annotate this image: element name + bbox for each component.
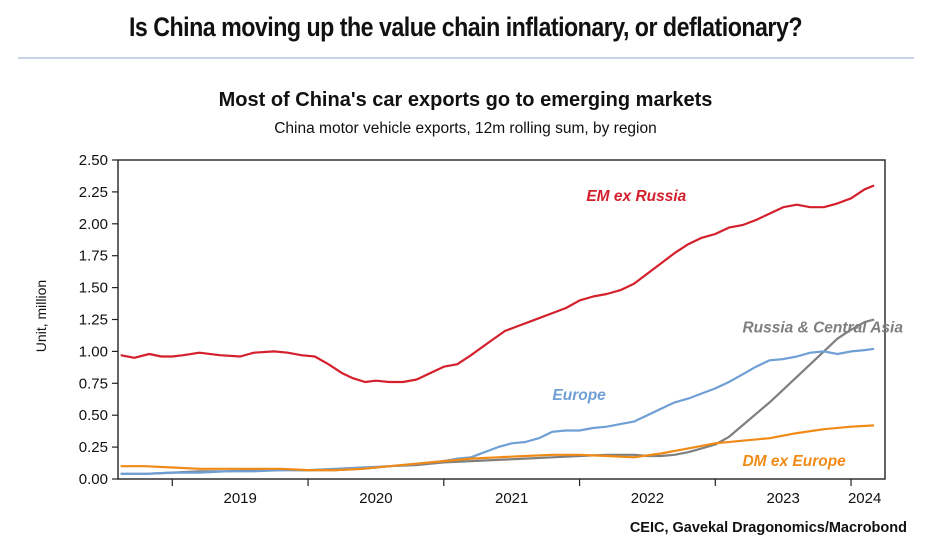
y-tick-label: 0.75 [79,375,108,392]
y-tick-label: 0.50 [79,407,108,424]
chart-subtitle: China motor vehicle exports, 12m rolling… [274,120,657,137]
y-tick-label: 0.00 [79,471,108,488]
x-tick-label: 2024 [848,490,881,507]
y-tick-label: 1.00 [79,343,108,360]
x-tick-label: 2023 [766,490,799,507]
chart-title: Most of China's car exports go to emergi… [218,89,713,111]
y-tick-label: 1.25 [79,312,108,329]
y-tick-label: 0.25 [79,439,108,456]
slide-title: Is China moving up the value chain infla… [128,12,803,42]
series-line-rca [120,318,875,475]
source-note: CEIC, Gavekal Dragonomics/Macrobond [629,520,907,536]
x-tick-label: 2022 [631,490,664,507]
y-tick-label: 1.75 [79,248,108,265]
series-label-rca: Russia & Central Asia [742,319,903,336]
y-tick-label: 2.00 [79,216,108,233]
x-tick-label: 2021 [495,490,528,507]
series-line-dm [120,424,875,472]
series-line-em [120,184,875,384]
series-label-em: EM ex Russia [586,188,686,205]
y-tick-label: 2.25 [79,184,108,201]
x-tick-label: 2020 [359,490,392,507]
series-label-dm: DM ex Europe [742,453,846,470]
x-tick-label: 2019 [223,490,256,507]
y-tick-label: 2.50 [79,152,108,169]
series-label-europe: Europe [552,387,606,404]
y-tick-label: 1.50 [79,280,108,297]
title-divider [18,57,914,59]
